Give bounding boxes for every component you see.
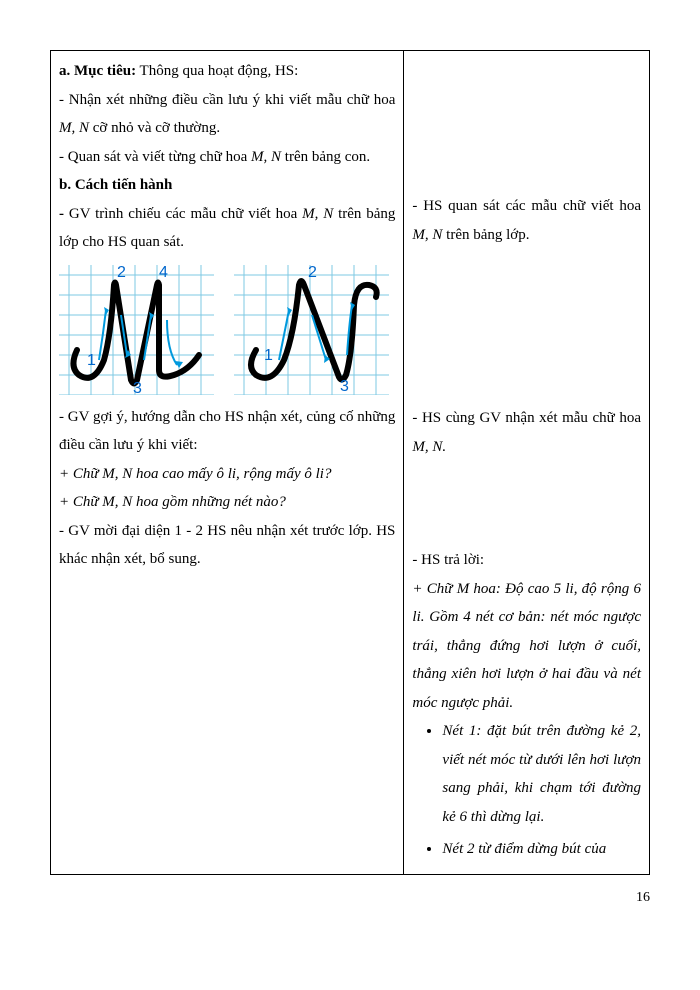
spacer [412, 461, 641, 546]
a-heading: a. Mục tiêu: Thông qua hoạt động, HS: [59, 57, 395, 86]
letter-n-diagram: 1 2 3 [234, 265, 389, 395]
letter-diagrams: 1 2 3 4 [59, 265, 395, 395]
left-column: a. Mục tiêu: Thông qua hoạt động, HS: - … [51, 51, 404, 875]
bullet-2: Nét 2 từ điểm dừng bút của [442, 835, 641, 864]
a-text: Thông qua hoạt động, HS: [136, 63, 298, 79]
svg-text:3: 3 [133, 380, 142, 395]
r2: - HS cùng GV nhận xét mẫu chữ hoa M, N. [412, 404, 641, 461]
r3: - HS trả lời: [412, 546, 641, 575]
svg-text:1: 1 [264, 347, 273, 364]
svg-text:2: 2 [117, 265, 126, 281]
b-plus-1: + Chữ M, N hoa cao mấy ô li, rộng mấy ô … [59, 460, 395, 489]
spacer [412, 57, 641, 192]
svg-text:3: 3 [340, 378, 349, 395]
bullet-1: Nét 1: đặt bút trên đường kẻ 2, viết nét… [442, 717, 641, 831]
b-bullet-1: - GV trình chiếu các mẫu chữ viết hoa M,… [59, 200, 395, 257]
a-bullet-1: - Nhận xét những điều cần lưu ý khi viết… [59, 86, 395, 143]
b-bullet-3: - GV mời đại diện 1 - 2 HS nêu nhận xét … [59, 517, 395, 574]
a-label: a. Mục tiêu: [59, 63, 136, 79]
spacer [412, 249, 641, 404]
a-bullet-2: - Quan sát và viết từng chữ hoa M, N trê… [59, 143, 395, 172]
letter-m-diagram: 1 2 3 4 [59, 265, 214, 395]
b-bullet-2: - GV gợi ý, hướng dẫn cho HS nhận xét, c… [59, 403, 395, 460]
svg-text:1: 1 [87, 352, 96, 369]
bullet-list: Nét 1: đặt bút trên đường kẻ 2, viết nét… [412, 717, 641, 864]
svg-text:2: 2 [308, 265, 317, 281]
b-label: b. Cách tiến hành [59, 171, 395, 200]
page-number: 16 [50, 885, 650, 912]
r3-plus: + Chữ M hoa: Độ cao 5 li, độ rộng 6 li. … [412, 575, 641, 718]
b-plus-2: + Chữ M, N hoa gồm những nét nào? [59, 488, 395, 517]
lesson-table: a. Mục tiêu: Thông qua hoạt động, HS: - … [50, 50, 650, 875]
right-column: - HS quan sát các mẫu chữ viết hoa M, N … [404, 51, 650, 875]
r1: - HS quan sát các mẫu chữ viết hoa M, N … [412, 192, 641, 249]
svg-text:4: 4 [159, 265, 168, 281]
